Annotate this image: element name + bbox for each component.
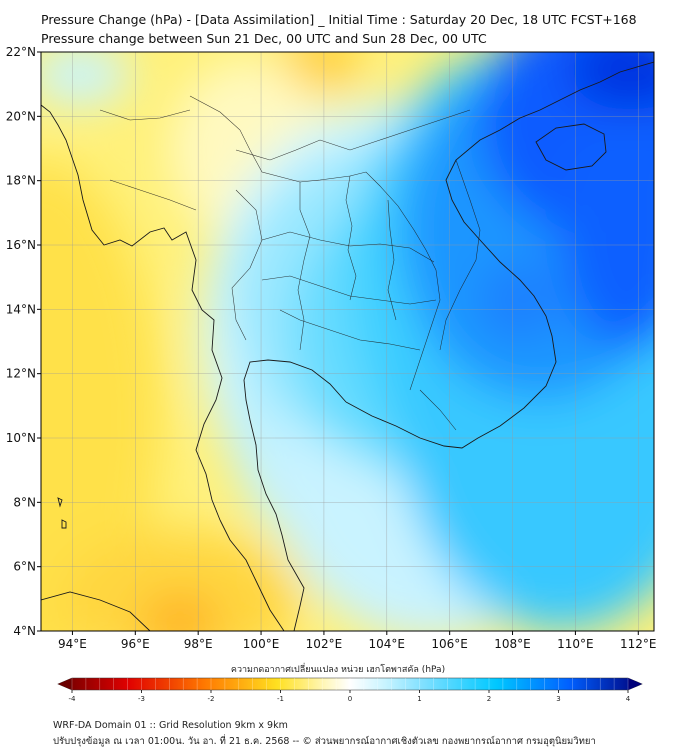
colorbar-tick-label: -1 <box>277 695 284 703</box>
colorbar-ticks: -4 -3 -2 -1 0 1 2 3 4 <box>69 690 631 703</box>
colorbar: -4 -3 -2 -1 0 1 2 3 4 <box>57 677 643 703</box>
lon-tick-label: 100°E <box>243 637 280 651</box>
colorbar-tick-label: 4 <box>626 695 631 703</box>
colorbar-tick-label: -2 <box>208 695 215 703</box>
colorbar-tick-label: 1 <box>417 695 421 703</box>
colorbar-tick-label: -3 <box>138 695 145 703</box>
pressure-field <box>41 52 654 631</box>
lat-tick-label: 8°N <box>13 495 36 509</box>
lon-tick-label: 110°E <box>557 637 594 651</box>
lon-tick-label: 94°E <box>58 637 87 651</box>
colorbar-max-arrow <box>628 678 642 690</box>
lat-tick-label: 22°N <box>6 45 36 59</box>
colorbar-tick-label: -4 <box>69 695 77 703</box>
lon-tick-label: 104°E <box>369 637 406 651</box>
lat-tick-label: 20°N <box>6 109 36 123</box>
lat-tick-label: 10°N <box>6 431 36 445</box>
lon-tick-label: 108°E <box>494 637 531 651</box>
map-gridlines <box>41 52 654 631</box>
longitude-axis: 94°E 96°E 98°E 100°E 102°E 104°E 106°E 108°E 110… <box>58 631 657 651</box>
colorbar-tick-label: 0 <box>348 695 352 703</box>
lon-tick-label: 98°E <box>184 637 213 651</box>
footer-model-info: WRF-DA Domain 01 :: Grid Resolution 9km … <box>53 720 288 731</box>
lat-tick-label: 12°N <box>6 367 36 381</box>
lat-tick-label: 16°N <box>6 238 36 252</box>
colorbar-tick-label: 3 <box>556 695 560 703</box>
coastlines <box>41 61 654 631</box>
colorbar-min-arrow <box>58 678 72 690</box>
latitude-axis: 4°N 6°N 8°N 10°N 12°N 14°N 16°N 18°N 20°N 22°N <box>6 45 41 638</box>
lon-tick-label: 112°E <box>620 637 657 651</box>
lat-tick-label: 18°N <box>6 174 36 188</box>
lat-tick-label: 4°N <box>13 624 36 638</box>
map-subtitle: Pressure change between Sun 21 Dec, 00 U… <box>41 31 487 46</box>
footer-update-info: ปรับปรุงข้อมูล ณ เวลา 01:00น. วัน อา. ที… <box>53 736 596 747</box>
map-frame <box>40 51 655 632</box>
lon-tick-label: 102°E <box>306 637 343 651</box>
colorbar-label: ความกดอากาศเปลี่ยนแปลง หน่วย เฮกโตพาสคัล… <box>230 665 446 675</box>
colorbar-dividers <box>71 678 629 690</box>
lon-tick-label: 106°E <box>431 637 468 651</box>
lat-tick-label: 6°N <box>13 560 36 574</box>
colorbar-tick-label: 2 <box>487 695 491 703</box>
map-title: Pressure Change (hPa) - [Data Assimilati… <box>41 12 637 27</box>
lon-tick-label: 96°E <box>121 637 150 651</box>
lat-tick-label: 14°N <box>6 302 36 316</box>
province-borders <box>99 95 481 431</box>
